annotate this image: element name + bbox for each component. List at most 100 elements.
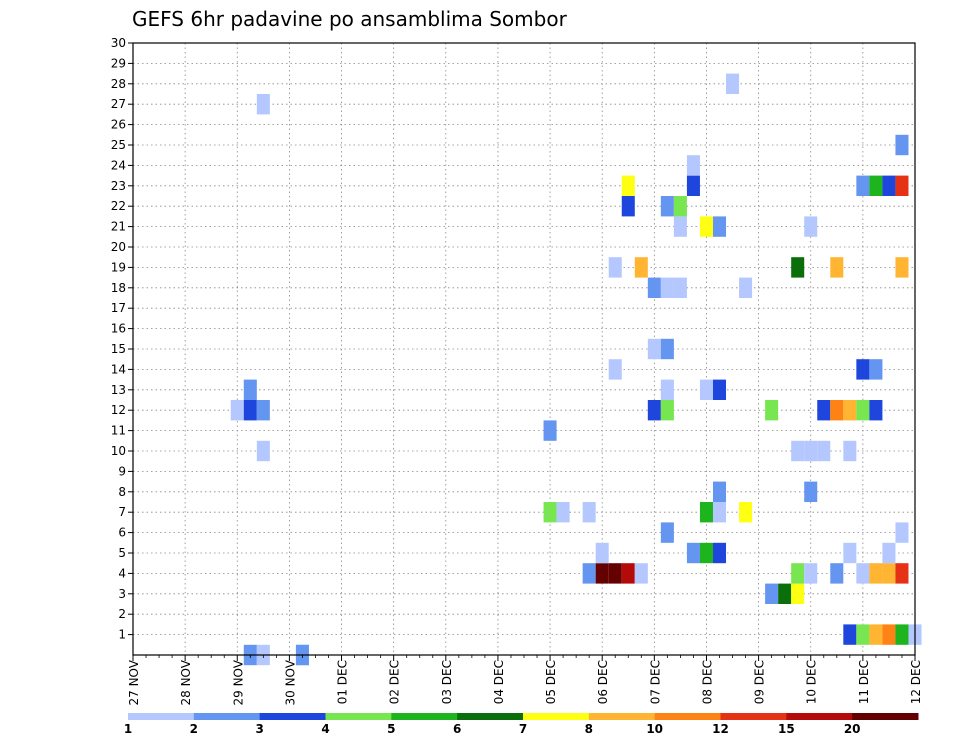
- x-tick-label: 05 DEC: [544, 660, 558, 704]
- precip-cell: [765, 400, 779, 421]
- y-tick-label: 22: [111, 199, 126, 213]
- precip-cell: [256, 94, 270, 115]
- precip-cell: [556, 502, 570, 523]
- x-tick-label: 04 DEC: [492, 660, 506, 704]
- precip-cell: [791, 257, 805, 278]
- precip-cell: [712, 542, 727, 564]
- colorbar-label: 3: [255, 722, 263, 736]
- precip-cell: [856, 563, 870, 584]
- colorbar-swatch: [325, 713, 392, 720]
- precip-cell: [673, 277, 687, 298]
- precip-cell: [634, 257, 648, 278]
- x-tick-label: 03 DEC: [440, 660, 454, 704]
- precip-cell: [712, 502, 727, 523]
- x-tick-label: 27 NOV: [127, 659, 141, 705]
- precip-cell: [647, 338, 661, 360]
- precip-cell: [608, 563, 622, 584]
- precip-cell: [817, 440, 831, 462]
- precip-cell: [595, 542, 609, 564]
- colorbar-label: 12: [712, 722, 729, 736]
- y-tick-label: 14: [111, 362, 126, 376]
- colorbar-swatch: [523, 713, 590, 720]
- precip-cell: [830, 400, 844, 421]
- precip-cell: [830, 257, 844, 278]
- precip-cell: [712, 379, 727, 400]
- precip-cell: [895, 257, 909, 278]
- x-tick-label: 02 DEC: [388, 660, 402, 704]
- precip-cell: [856, 624, 870, 645]
- precip-cell: [660, 379, 674, 400]
- y-tick-label: 4: [118, 566, 126, 580]
- precip-cell: [699, 216, 713, 237]
- precip-cell: [791, 440, 805, 462]
- precip-cell: [791, 583, 805, 604]
- y-tick-label: 19: [111, 260, 126, 274]
- precip-cell: [243, 379, 257, 400]
- colorbar-swatch: [720, 713, 787, 720]
- x-tick-label: 06 DEC: [596, 660, 610, 704]
- x-tick-label: 28 NOV: [179, 659, 193, 705]
- precip-cell: [634, 563, 648, 584]
- precip-cell: [843, 440, 857, 462]
- precip-cell: [895, 522, 909, 543]
- y-tick-label: 5: [118, 546, 126, 560]
- y-tick-label: 23: [111, 179, 126, 193]
- chart-title: GEFS 6hr padavine po ansamblima Sombor: [132, 7, 568, 31]
- x-tick-label: 08 DEC: [700, 660, 714, 704]
- precip-cell: [660, 277, 674, 298]
- precip-cell: [843, 542, 857, 564]
- colorbar-swatch: [193, 713, 261, 720]
- precip-cell: [699, 379, 713, 400]
- precip-cell: [895, 624, 909, 645]
- y-tick-label: 9: [118, 464, 126, 478]
- colorbar-swatch: [786, 713, 853, 720]
- precip-cell: [595, 563, 609, 584]
- x-tick-label: 01 DEC: [336, 660, 350, 704]
- precip-cell: [699, 542, 713, 564]
- precip-cell: [882, 175, 896, 196]
- y-tick-label: 10: [111, 444, 126, 458]
- colorbar-label: 8: [585, 722, 593, 736]
- y-tick-label: 21: [111, 220, 126, 234]
- precip-cell: [843, 624, 857, 645]
- precip-cell: [686, 175, 700, 196]
- precip-cell: [856, 359, 870, 380]
- x-tick-label: 11 DEC: [857, 660, 871, 704]
- y-tick-label: 8: [118, 485, 126, 499]
- precip-cell: [856, 175, 870, 196]
- y-tick-label: 26: [111, 118, 126, 132]
- precip-cells: [230, 73, 922, 666]
- colorbar-swatch: [654, 713, 721, 720]
- precip-cell: [699, 502, 713, 523]
- precip-cell: [882, 624, 896, 645]
- colorbar-swatch: [852, 713, 919, 720]
- precip-cell: [804, 563, 818, 584]
- precip-cell: [869, 563, 883, 584]
- y-tick-label: 29: [111, 56, 126, 70]
- precip-cell: [621, 196, 635, 217]
- colorbar-swatch: [391, 713, 458, 720]
- precip-cell: [673, 216, 687, 237]
- y-tick-label: 7: [118, 505, 126, 519]
- precip-cell: [869, 359, 883, 380]
- precip-cell: [830, 563, 844, 584]
- y-tick-label: 13: [111, 383, 126, 397]
- precip-cell: [230, 400, 244, 421]
- y-tick-label: 30: [111, 36, 126, 50]
- precip-cell: [869, 175, 883, 196]
- x-tick-label: 07 DEC: [648, 660, 662, 704]
- precip-cell: [608, 359, 622, 380]
- colorbar-label: 20: [844, 722, 861, 736]
- precip-cell: [765, 583, 779, 604]
- colorbar-label: 1: [124, 722, 132, 736]
- y-tick-label: 11: [111, 424, 126, 438]
- y-tick-label: 6: [118, 526, 126, 540]
- y-tick-label: 2: [118, 607, 126, 621]
- axis-ticks: 1234567891011121314151617181920212223242…: [111, 36, 923, 706]
- precip-cell: [543, 502, 557, 523]
- precip-cell: [791, 563, 805, 584]
- y-tick-label: 1: [118, 628, 126, 642]
- y-tick-label: 16: [111, 322, 126, 336]
- precip-cell: [869, 400, 883, 421]
- colorbar-label: 2: [190, 722, 198, 736]
